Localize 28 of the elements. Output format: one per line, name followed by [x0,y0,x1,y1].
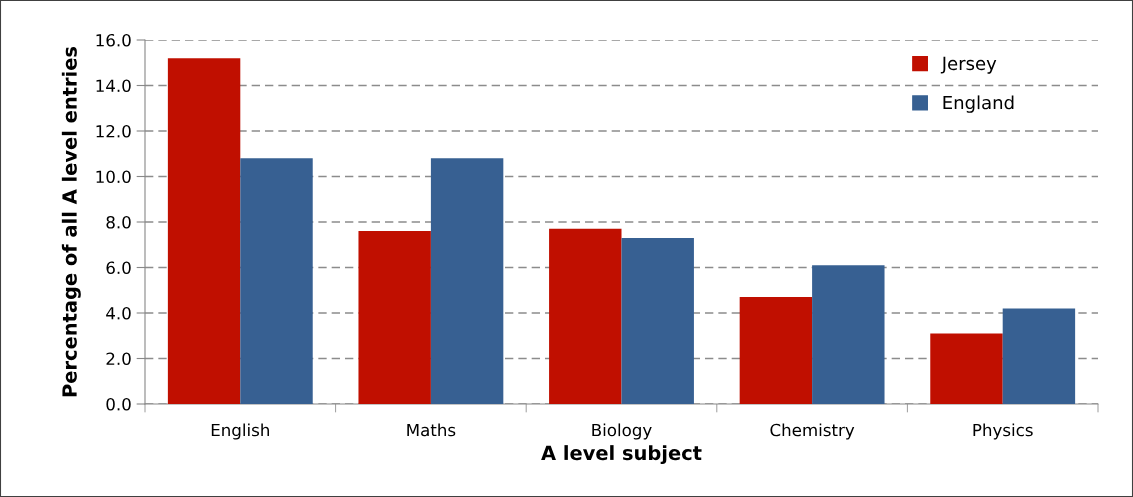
x-tick-label: Maths [407,423,456,437]
bar [167,58,241,404]
legend-label: Jersey [940,56,997,74]
bar [930,333,1003,404]
x-tick-label: English [211,423,269,440]
bar [812,265,885,404]
bar [621,237,694,404]
bar [739,297,813,404]
y-tick-label: 6.0 [106,261,131,275]
y-tick-label: 0.0 [106,397,131,411]
bar [240,158,313,404]
y-tick-label: 4.0 [106,306,131,320]
y-axis-title: Percentage of all A level entries [61,46,81,397]
bar [1002,308,1076,404]
y-tick-label: 10.0 [96,170,131,184]
x-tick-label: Biology [592,423,652,440]
y-tick-label: 16.0 [96,33,131,47]
x-tick-label: Chemistry [770,423,855,440]
y-tick-label: 8.0 [106,215,131,229]
bar [358,231,431,404]
bar [549,228,622,404]
y-tick-label: 12.0 [96,124,131,138]
bar [430,158,504,404]
x-tick-label: Physics [973,423,1033,440]
y-tick-label: 14.0 [96,79,131,93]
x-axis-title: A level subject [541,445,702,465]
legend-label: England [943,95,1014,113]
y-tick-label: 2.0 [106,352,131,366]
